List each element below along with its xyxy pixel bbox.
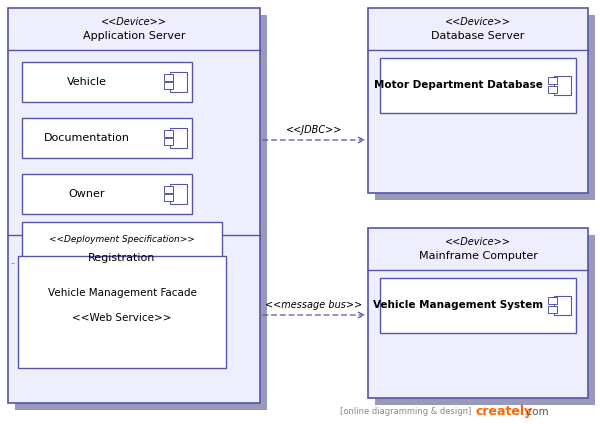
Text: Vehicle Management System: Vehicle Management System [373,301,544,310]
Text: -: - [10,258,14,268]
Polygon shape [375,15,595,200]
Polygon shape [164,74,173,81]
Polygon shape [554,296,571,315]
Polygon shape [15,15,267,410]
Polygon shape [22,174,192,214]
Text: <<JDBC>>: <<JDBC>> [286,125,342,135]
Text: Vehicle: Vehicle [67,77,107,87]
Polygon shape [18,256,226,368]
Polygon shape [380,58,576,113]
Polygon shape [548,77,557,84]
Text: Vehicle Management Facade: Vehicle Management Facade [47,288,196,298]
Polygon shape [164,194,173,201]
Polygon shape [170,184,187,204]
Text: Registration: Registration [88,253,155,263]
Text: <<message bus>>: <<message bus>> [265,300,362,310]
Polygon shape [380,278,576,333]
Polygon shape [164,130,173,137]
Polygon shape [368,8,588,193]
Text: Application Server: Application Server [83,31,185,41]
Polygon shape [368,228,588,398]
Text: Owner: Owner [68,189,105,199]
Polygon shape [164,138,173,145]
Text: <<Device>>: <<Device>> [445,237,511,247]
Text: <<Device>>: <<Device>> [445,17,511,27]
Polygon shape [548,306,557,312]
Text: [online diagramming & design]: [online diagramming & design] [340,407,471,416]
Polygon shape [22,62,192,102]
Polygon shape [22,118,192,158]
Text: Motor Department Database: Motor Department Database [374,81,543,90]
Polygon shape [22,222,222,274]
Polygon shape [164,82,173,89]
Text: Documentation: Documentation [44,133,130,143]
Text: <<Device>>: <<Device>> [101,17,167,27]
Text: Mainframe Computer: Mainframe Computer [419,251,538,261]
Text: creately: creately [476,405,533,418]
Polygon shape [554,76,571,95]
Text: <<Web Service>>: <<Web Service>> [72,312,172,323]
Polygon shape [170,72,187,92]
Polygon shape [164,186,173,192]
Text: .com: .com [524,407,550,417]
Polygon shape [375,235,595,405]
Polygon shape [548,86,557,92]
Text: Database Server: Database Server [431,31,524,41]
Polygon shape [548,297,557,304]
Polygon shape [8,8,260,403]
Polygon shape [170,128,187,148]
Text: <<Deployment Specification>>: <<Deployment Specification>> [49,235,195,245]
